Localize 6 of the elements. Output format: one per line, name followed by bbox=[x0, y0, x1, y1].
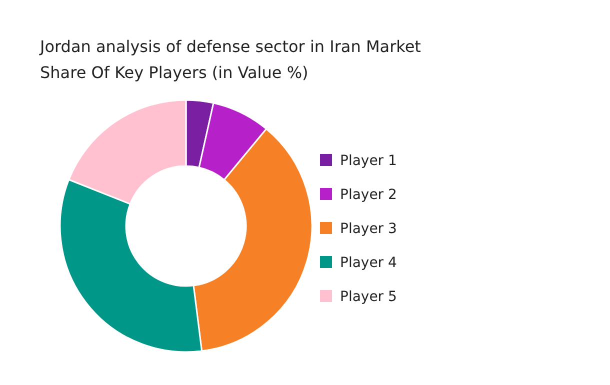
legend-label: Player 1 bbox=[340, 153, 397, 169]
legend-label: Player 2 bbox=[340, 187, 397, 203]
legend-label: Player 4 bbox=[340, 255, 398, 271]
legend-label: Player 3 bbox=[340, 221, 397, 237]
chart-title: Jordan analysis of defense sector in Iran Market Share Of Key Players (in Value %) bbox=[39, 37, 421, 82]
legend-label: Player 5 bbox=[340, 289, 397, 305]
